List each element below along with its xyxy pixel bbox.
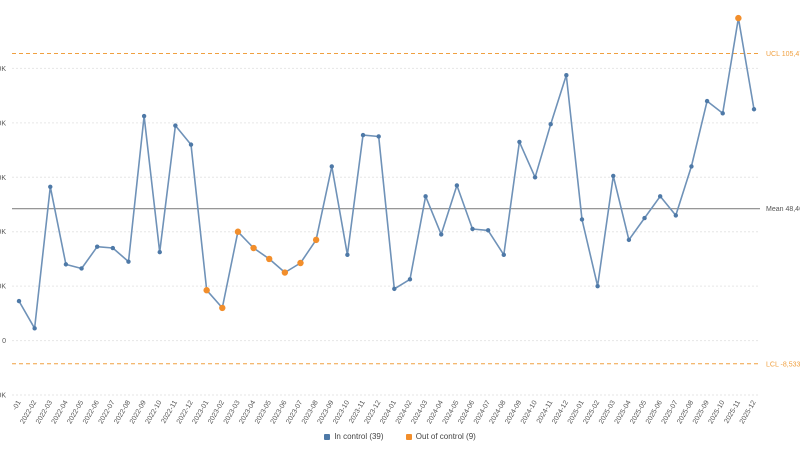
x-tick-label: -01 bbox=[12, 399, 23, 411]
in-control-point[interactable] bbox=[485, 228, 491, 233]
out-of-control-point[interactable] bbox=[234, 228, 242, 235]
in-control-point[interactable] bbox=[595, 283, 600, 289]
y-tick-label: 60K bbox=[0, 175, 6, 182]
in-control-point[interactable] bbox=[79, 266, 84, 271]
in-control-point[interactable] bbox=[642, 215, 647, 221]
in-control-point[interactable] bbox=[564, 73, 569, 78]
in-control-point[interactable] bbox=[439, 232, 444, 237]
out-of-control-point[interactable] bbox=[281, 269, 289, 276]
out-of-control-point[interactable] bbox=[219, 304, 226, 312]
in-control-point[interactable] bbox=[392, 286, 397, 292]
in-control-point[interactable] bbox=[501, 252, 506, 258]
ucl-label: UCL 105,47 bbox=[766, 51, 800, 58]
in-control-point[interactable] bbox=[329, 164, 334, 169]
legend-label-in-control: In control (39) bbox=[334, 432, 384, 441]
in-control-point[interactable] bbox=[611, 173, 616, 179]
in-control-point[interactable] bbox=[110, 245, 116, 251]
in-control-point[interactable] bbox=[470, 226, 475, 232]
in-control-point[interactable] bbox=[16, 298, 22, 304]
in-control-point[interactable] bbox=[532, 175, 538, 180]
mean-label: Mean 48,46 bbox=[766, 206, 800, 213]
legend-item-in-control[interactable]: In control (39) bbox=[324, 432, 384, 441]
legend-item-out-of-control[interactable]: Out of control (9) bbox=[405, 432, 476, 441]
in-control-point[interactable] bbox=[579, 217, 585, 222]
out-of-control-point[interactable] bbox=[735, 14, 742, 22]
in-control-point[interactable] bbox=[188, 142, 194, 147]
in-control-point[interactable] bbox=[126, 259, 131, 264]
in-control-point[interactable] bbox=[94, 244, 100, 249]
in-control-point[interactable] bbox=[345, 252, 350, 258]
in-control-point[interactable] bbox=[689, 164, 694, 169]
in-control-point[interactable] bbox=[407, 277, 413, 282]
data-points bbox=[16, 14, 757, 331]
in-control-point[interactable] bbox=[360, 132, 366, 138]
lcl-label: LCL -8,533 bbox=[766, 361, 800, 368]
in-control-point[interactable] bbox=[376, 134, 381, 139]
out-of-control-point[interactable] bbox=[250, 244, 257, 252]
y-tick-label: 40K bbox=[0, 229, 6, 236]
in-control-point[interactable] bbox=[173, 123, 178, 128]
in-control-point[interactable] bbox=[157, 249, 162, 255]
y-tick-label: 0 bbox=[2, 338, 6, 345]
out-of-control-point[interactable] bbox=[297, 259, 304, 267]
out-of-control-point[interactable] bbox=[203, 287, 210, 294]
y-tick-label: 20K bbox=[0, 284, 6, 291]
in-control-point[interactable] bbox=[63, 262, 69, 267]
in-control-point[interactable] bbox=[32, 326, 37, 331]
x-axis-ticks: -012022-022022-032022-042022-052022-0620… bbox=[12, 399, 758, 425]
in-control-point[interactable] bbox=[704, 98, 710, 104]
in-control-point[interactable] bbox=[673, 213, 679, 218]
chart-legend: In control (39) Out of control (9) bbox=[0, 432, 800, 442]
in-control-point[interactable] bbox=[657, 194, 663, 199]
out-of-control-point[interactable] bbox=[312, 236, 320, 244]
in-control-point[interactable] bbox=[141, 113, 147, 119]
reference-lines: UCL 105,47 Mean 48,46 LCL -8,533 bbox=[12, 51, 800, 368]
series-line bbox=[18, 17, 755, 330]
y-tick-label: 100K bbox=[0, 66, 6, 73]
in-control-point[interactable] bbox=[423, 194, 428, 199]
in-control-point[interactable] bbox=[48, 184, 53, 190]
y-axis-ticks: 100K 80K 60K 40K 20K 0 -20K bbox=[0, 66, 6, 400]
in-control-point[interactable] bbox=[751, 107, 757, 112]
out-of-control-point[interactable] bbox=[266, 255, 273, 263]
out-of-control-swatch bbox=[405, 433, 412, 440]
legend-label-out-of-control: Out of control (9) bbox=[415, 432, 476, 441]
in-control-swatch bbox=[324, 433, 331, 440]
in-control-point[interactable] bbox=[517, 139, 522, 145]
in-control-point[interactable] bbox=[626, 237, 632, 243]
y-tick-label: -20K bbox=[0, 393, 6, 400]
y-tick-label: 80K bbox=[0, 120, 6, 127]
in-control-point[interactable] bbox=[454, 183, 460, 188]
grid-lines bbox=[12, 67, 760, 396]
series-polyline bbox=[18, 17, 755, 330]
in-control-point[interactable] bbox=[720, 111, 725, 116]
in-control-point[interactable] bbox=[548, 122, 553, 127]
